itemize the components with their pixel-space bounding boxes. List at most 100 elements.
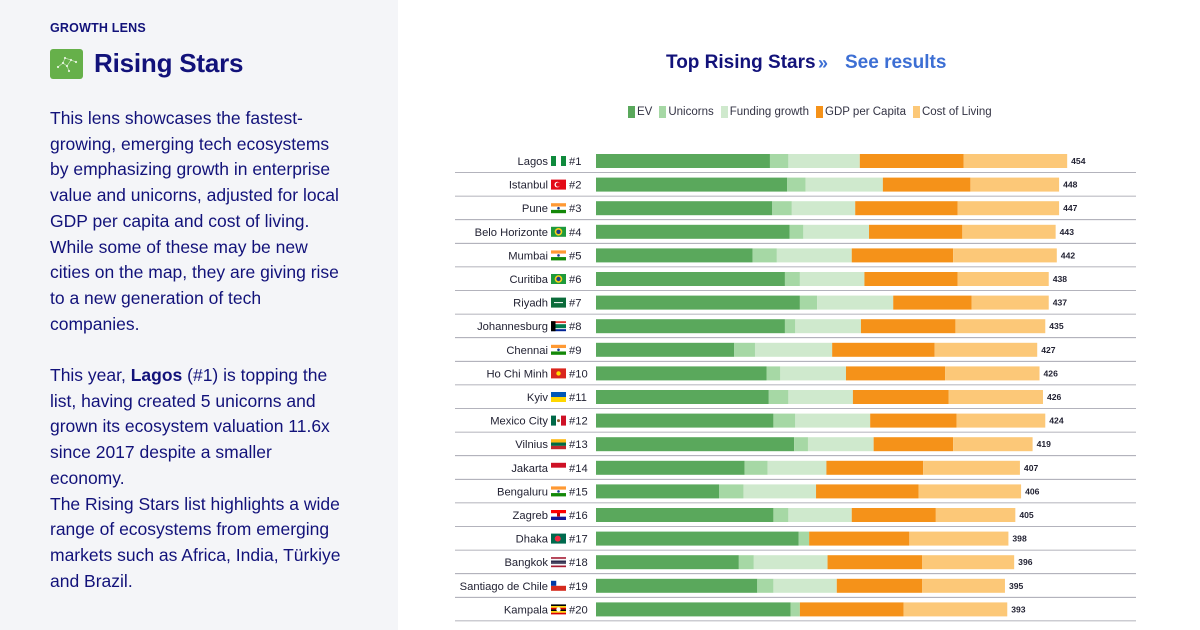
rank-label: #8 — [569, 321, 581, 333]
bar-segment — [788, 390, 853, 404]
bar-segment — [971, 295, 1049, 310]
country-flag-icon — [551, 203, 566, 214]
bar-segment — [753, 555, 828, 570]
bar-segment — [791, 201, 856, 216]
bar-segment — [744, 460, 768, 475]
total-value-label: 405 — [1019, 510, 1034, 520]
bar-segment — [935, 508, 1016, 522]
bar-segment — [851, 508, 936, 522]
bar-segment — [963, 154, 1068, 168]
bar-segment — [826, 460, 924, 475]
total-value-label: 426 — [1047, 392, 1062, 402]
city-label: Mumbai — [508, 250, 548, 262]
country-flag-icon — [551, 533, 566, 544]
country-flag-icon — [551, 392, 566, 402]
bar-segment — [773, 578, 837, 593]
bar-segment — [596, 366, 767, 381]
total-value-label: 426 — [1044, 368, 1059, 378]
bar-segment — [860, 319, 956, 334]
rank-label: #14 — [569, 463, 588, 475]
legend-label: EV — [637, 106, 653, 118]
bar-segment — [798, 531, 810, 546]
total-value-label: 443 — [1060, 227, 1075, 237]
bar-segment — [596, 508, 774, 522]
bar-segment — [596, 484, 720, 499]
legend-swatch — [720, 106, 728, 118]
total-value-label: 406 — [1025, 486, 1040, 496]
city-label: Riyadh — [513, 298, 548, 310]
total-value-label: 438 — [1053, 274, 1068, 284]
see-results-link[interactable]: See results — [845, 52, 947, 73]
bar-segment — [596, 390, 769, 404]
city-label: Johannesburg — [477, 321, 548, 333]
country-flag-icon — [551, 580, 566, 591]
city-label: Dhaka — [516, 534, 549, 546]
bar-segment — [836, 578, 923, 593]
total-value-label: 424 — [1049, 416, 1064, 426]
bar-segment — [752, 248, 777, 263]
chart-row: Jakarta #14 407 — [455, 460, 1136, 480]
lens-description-panel: GROWTH LENS Rising Star — [0, 0, 398, 630]
bar-segment — [970, 177, 1060, 192]
bar-segment — [795, 413, 871, 428]
bar-segment — [855, 201, 958, 216]
bar-segment — [832, 342, 935, 357]
bar-segment — [945, 366, 1040, 381]
bar-segment — [873, 437, 954, 452]
description-paragraph-1: This lens showcases the fastest-growing,… — [50, 108, 339, 334]
chart-title: Top Rising Stars — [666, 52, 816, 73]
country-flag-icon — [551, 557, 566, 568]
city-label: Pune — [522, 203, 548, 215]
total-value-label: 427 — [1041, 345, 1056, 355]
city-label: Chennai — [506, 345, 548, 357]
bar-segment — [803, 224, 870, 239]
bar-segment — [596, 272, 785, 286]
country-flag-icon — [551, 415, 566, 426]
bar-segment — [869, 224, 963, 239]
total-value-label: 407 — [1024, 463, 1039, 473]
highlight-city: Lagos — [130, 365, 183, 386]
rank-label: #20 — [569, 604, 588, 616]
bar-segment — [922, 578, 1005, 593]
bar-segment — [795, 319, 861, 334]
city-label: Curitiba — [509, 274, 548, 286]
bar-segment — [799, 272, 865, 286]
rank-label: #7 — [569, 298, 581, 310]
legend-label: Funding growth — [729, 106, 810, 118]
total-value-label: 454 — [1071, 156, 1086, 166]
bar-segment — [596, 154, 770, 168]
city-label: Bangkok — [504, 557, 548, 569]
city-label: Belo Horizonte — [475, 227, 548, 239]
bar-segment — [827, 555, 923, 570]
bar-segment — [596, 342, 735, 357]
bar-segment — [807, 437, 874, 452]
bar-segment — [596, 201, 773, 216]
bar-segment — [787, 177, 806, 192]
city-label: Ho Chi Minh — [486, 368, 548, 380]
city-label: Santiago de Chile — [460, 581, 548, 593]
bar-segment — [957, 201, 1060, 216]
country-flag-icon — [551, 486, 566, 497]
rank-label: #17 — [569, 534, 588, 546]
bar-segment — [596, 319, 785, 334]
bar-segment — [817, 295, 894, 310]
chart-row: Pune #3 447 — [455, 201, 1136, 221]
bar-segment — [909, 531, 1009, 546]
legend-item: GDP per Capita — [816, 106, 906, 118]
rank-label: #2 — [569, 180, 581, 192]
bar-segment — [776, 248, 852, 263]
rank-label: #19 — [569, 581, 588, 593]
rank-label: #1 — [569, 156, 581, 168]
city-label: Jakarta — [511, 463, 548, 475]
bar-segment — [923, 460, 1020, 475]
lens-title: Rising Stars — [94, 48, 244, 78]
bar-segment — [859, 154, 964, 168]
city-label: Vilnius — [515, 439, 548, 451]
bar-segment — [784, 319, 796, 334]
chart-row: Lagos #1 454 — [455, 154, 1136, 173]
country-flag-icon — [551, 462, 566, 473]
legend-swatch — [659, 106, 667, 118]
country-flag-icon — [551, 297, 566, 308]
city-label: Kampala — [504, 604, 549, 616]
legend-item: Unicorns — [659, 106, 714, 118]
